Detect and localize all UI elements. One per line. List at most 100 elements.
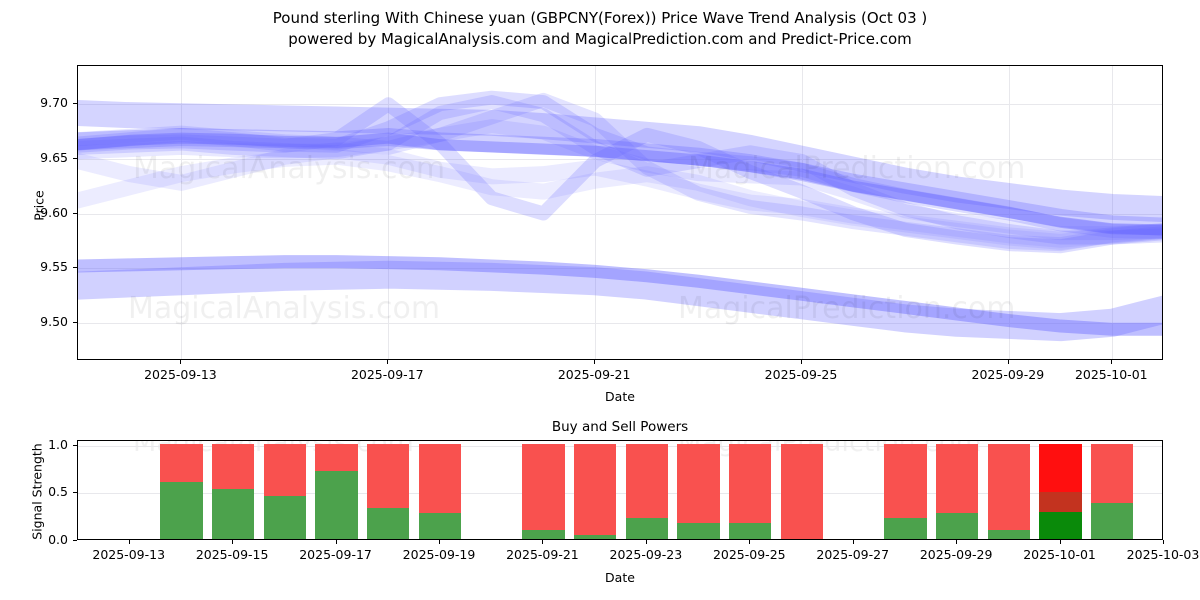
y-tick-mark: [73, 267, 77, 268]
x-tick-mark: [542, 540, 543, 544]
x-tick-label: 2025-10-03: [1103, 547, 1200, 562]
x-tick-label: 2025-09-27: [793, 547, 913, 562]
buy-power-segment: [522, 530, 564, 540]
x-tick-label: 2025-09-21: [534, 367, 654, 382]
x-tick-mark: [439, 540, 440, 544]
x-tick-label: 2025-09-29: [896, 547, 1016, 562]
x-tick-label: 2025-10-01: [1000, 547, 1120, 562]
buy-power-segment: [574, 535, 616, 539]
x-tick-mark: [594, 360, 595, 364]
bar-stack[interactable]: [677, 440, 719, 539]
sell-power-segment: [419, 444, 461, 514]
buy-power-segment: [160, 482, 202, 539]
bar-stack[interactable]: [160, 440, 202, 539]
bar-stack[interactable]: [781, 440, 823, 539]
x-tick-mark: [387, 360, 388, 364]
buy-power-segment: [315, 471, 357, 539]
sell-power-segment: [1091, 444, 1133, 503]
buy-sell-axes: MagicalAnalysis.comMagicalPrediction.com: [77, 440, 1163, 540]
y-tick-label: 9.50: [18, 314, 68, 329]
y-tick-mark: [73, 540, 77, 541]
overlap-segment: [1039, 492, 1081, 512]
bar-stack[interactable]: [1091, 440, 1133, 539]
x-tick-label: 2025-10-01: [1051, 367, 1171, 382]
bar-stack[interactable]: [574, 440, 616, 539]
bar-stack[interactable]: [936, 440, 978, 539]
x-tick-label: 2025-09-13: [69, 547, 189, 562]
figure-canvas: Pound sterling With Chinese yuan (GBPCNY…: [0, 0, 1200, 600]
x-tick-mark: [1111, 360, 1112, 364]
buy-power-segment: [988, 530, 1030, 540]
x-tick-label: 2025-09-15: [172, 547, 292, 562]
bar-stack[interactable]: [212, 440, 254, 539]
bar-stack[interactable]: [522, 440, 564, 539]
y-tick-mark: [73, 103, 77, 104]
buy-power-segment: [367, 508, 409, 539]
buy-power-segment: [884, 518, 926, 539]
bar-stack[interactable]: [729, 440, 771, 539]
bar-stack[interactable]: [264, 440, 306, 539]
x-tick-label: 2025-09-29: [948, 367, 1068, 382]
x-tick-label: 2025-09-23: [586, 547, 706, 562]
x-tick-label: 2025-09-25: [689, 547, 809, 562]
buy-power-segment: [626, 518, 668, 539]
sell-power-segment: [367, 444, 409, 508]
sell-power-segment: [522, 444, 564, 530]
x-tick-label: 2025-09-17: [327, 367, 447, 382]
signal-strength-axis-label: Signal Strength: [30, 407, 45, 577]
bar-stack[interactable]: [419, 440, 461, 539]
buy-power-segment: [729, 523, 771, 539]
x-tick-mark: [853, 540, 854, 544]
buy-power-segment: [1091, 503, 1133, 539]
figure-title-line2: powered by MagicalAnalysis.com and Magic…: [0, 29, 1200, 50]
x-tick-mark: [956, 540, 957, 544]
buy-sell-x-axis-label: Date: [77, 570, 1163, 585]
sell-power-segment: [264, 444, 306, 496]
bar-stack[interactable]: [626, 440, 668, 539]
sell-power-segment: [212, 444, 254, 489]
x-tick-mark: [801, 360, 802, 364]
sell-power-segment: [729, 444, 771, 523]
sell-power-segment: [988, 444, 1030, 530]
price-axis-label: Price: [32, 161, 47, 251]
y-tick-mark: [73, 213, 77, 214]
sell-power-segment: [884, 444, 926, 518]
y-tick-mark: [73, 158, 77, 159]
price-wave-x-axis-label: Date: [77, 389, 1163, 404]
bar-stack[interactable]: [884, 440, 926, 539]
sell-power-segment: [315, 444, 357, 472]
x-tick-mark: [180, 360, 181, 364]
price-wave-axes: MagicalAnalysis.comMagicalPrediction.com…: [77, 65, 1163, 360]
wave-band-group: [78, 66, 1163, 360]
y-tick-label: 9.55: [18, 259, 68, 274]
x-tick-label: 2025-09-17: [276, 547, 396, 562]
x-tick-label: 2025-09-25: [741, 367, 861, 382]
y-tick-mark: [73, 445, 77, 446]
figure-title-line1: Pound sterling With Chinese yuan (GBPCNY…: [0, 8, 1200, 29]
x-tick-label: 2025-09-13: [120, 367, 240, 382]
bar-stack[interactable]: [367, 440, 409, 539]
buy-power-segment: [677, 523, 719, 539]
x-tick-mark: [336, 540, 337, 544]
sell-power-segment: [781, 444, 823, 539]
buy-sell-axes-title: Buy and Sell Powers: [77, 419, 1163, 435]
figure-title: Pound sterling With Chinese yuan (GBPCNY…: [0, 8, 1200, 50]
bar-stack[interactable]: [315, 440, 357, 539]
sell-power-segment: [574, 444, 616, 535]
sell-power-segment: [936, 444, 978, 514]
buy-power-segment: [212, 489, 254, 540]
buy-power-segment: [1039, 512, 1081, 539]
x-tick-mark: [1008, 360, 1009, 364]
y-tick-label: 9.70: [18, 95, 68, 110]
buy-power-segment: [419, 513, 461, 539]
y-tick-mark: [73, 492, 77, 493]
buy-power-segment: [264, 496, 306, 539]
x-tick-mark: [129, 540, 130, 544]
x-tick-label: 2025-09-21: [482, 547, 602, 562]
x-tick-label: 2025-09-19: [379, 547, 499, 562]
x-tick-mark: [1060, 540, 1061, 544]
bar-stack[interactable]: [1039, 440, 1081, 539]
sell-power-segment: [677, 444, 719, 523]
bar-stack[interactable]: [988, 440, 1030, 539]
sell-power-segment: [626, 444, 668, 518]
